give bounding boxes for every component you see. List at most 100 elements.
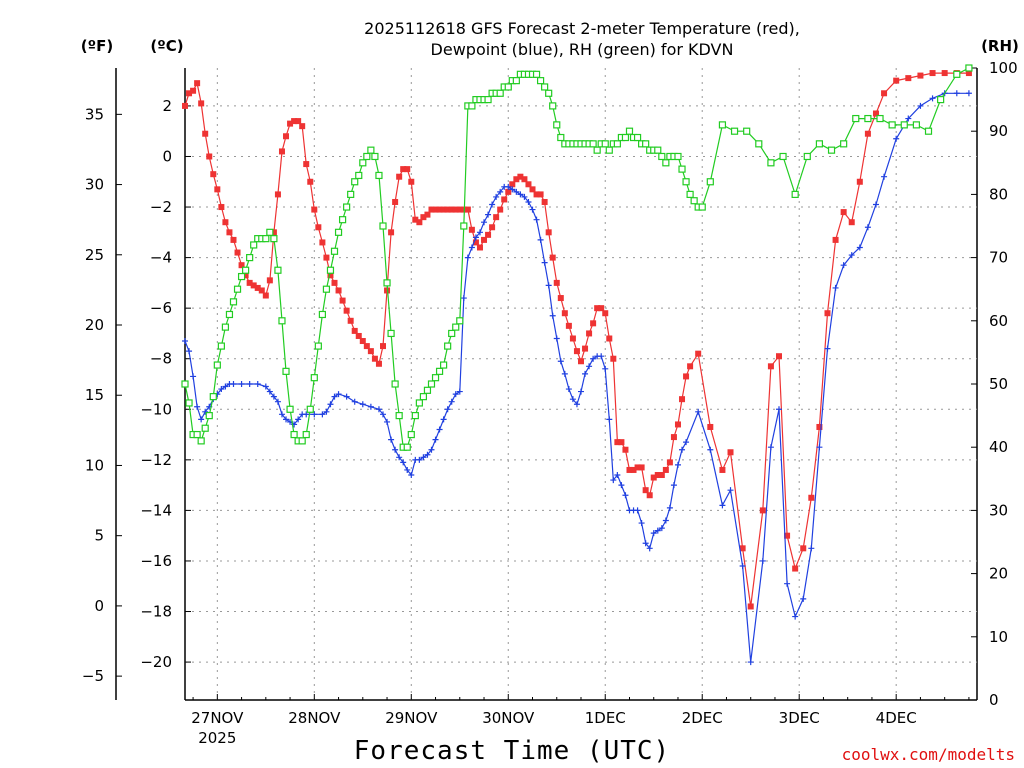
rh-point (718, 121, 727, 129)
2-meter-temperature-point (646, 492, 653, 499)
rh-unit-label: (RH) (981, 37, 1019, 55)
dewpoint-point (646, 545, 653, 552)
2-meter-temperature-point (375, 360, 382, 367)
2-meter-temperature-point (674, 421, 681, 428)
2-meter-temperature-point (335, 287, 342, 294)
2-meter-temperature-point (517, 173, 524, 180)
rh-point (355, 171, 363, 180)
2-meter-temperature-point (311, 206, 318, 213)
rh-point (840, 140, 848, 148)
dewpoint-point (638, 520, 645, 527)
dewpoint-point (436, 426, 443, 433)
dewpoint-point (408, 472, 415, 479)
rh-point (201, 424, 209, 432)
rh-point (512, 77, 520, 85)
dewpoint-point (311, 411, 318, 418)
2-meter-temperature-point (917, 72, 924, 79)
dewpoint-point (218, 386, 225, 393)
rh-point (302, 430, 310, 439)
rh-point (642, 140, 650, 148)
dewpoint-point (194, 403, 201, 410)
dewpoint-point (759, 557, 766, 564)
dewpoint-point (533, 216, 540, 223)
2-meter-temperature-point (408, 178, 415, 185)
rh-point (504, 83, 512, 91)
dewpoint-point (283, 416, 290, 423)
2-meter-temperature-point (254, 284, 261, 291)
dewpoint-point (654, 527, 661, 534)
rh-point (286, 405, 294, 413)
2-meter-temperature-point (198, 100, 205, 107)
dewpoint-point (929, 95, 936, 102)
rh-point (415, 399, 423, 407)
2-meter-temperature-point (808, 494, 815, 501)
dewpoint-point (666, 504, 673, 511)
rh-point (322, 285, 331, 293)
2-meter-temperature-point (355, 332, 362, 339)
rh-point (743, 127, 751, 135)
dewpoint-point (719, 502, 726, 509)
celsius-axis: 2 0 −2 −4 −6 −8 −10 −12 −14 −16 −18 −20 (140, 97, 191, 671)
time-tick-label: 27NOV (191, 709, 244, 727)
rh-point (306, 405, 314, 413)
2-meter-temperature-point (420, 214, 427, 221)
dewpoint-point (384, 418, 391, 425)
rh-point (557, 133, 565, 142)
rh-tick-label: 0 (989, 691, 999, 709)
2-meter-temperature-point (331, 279, 338, 286)
rh-point (658, 152, 666, 161)
2-meter-temperature-point (792, 565, 799, 572)
rh-point (403, 443, 411, 451)
2-meter-temperature-point (182, 102, 188, 109)
rh-point (431, 374, 440, 382)
2-meter-temperature-point (214, 186, 221, 193)
2-meter-temperature-point (521, 176, 528, 183)
dewpoint-point (537, 236, 544, 243)
dewpoint-point (565, 386, 572, 393)
dewpoint-point (497, 188, 504, 195)
celsius-tick-label: −12 (140, 451, 172, 469)
dewpoint-point (476, 229, 483, 236)
dewpoint-point (553, 335, 560, 342)
2-meter-temperature-point (226, 229, 233, 236)
rh-point (407, 430, 415, 439)
2-meter-temperature-point (481, 236, 488, 243)
2-meter-temperature-point (456, 206, 463, 213)
dewpoint-point (319, 411, 326, 418)
2-meter-temperature-point (739, 545, 746, 552)
rh-point (343, 203, 351, 211)
dewpoint-point (590, 355, 597, 362)
rh-point (678, 165, 686, 173)
fahrenheit-tick-label: −5 (82, 667, 104, 685)
2-meter-temperature-point (327, 272, 334, 279)
2-meter-temperature-point (351, 327, 358, 334)
dewpoint-point (351, 398, 358, 405)
celsius-unit-label: (ºC) (150, 37, 183, 55)
dewpoint-point (323, 408, 330, 415)
2-meter-temperature-point (202, 130, 209, 137)
chart-title-line2: Dewpoint (blue), RH (green) for KDVN (431, 40, 734, 59)
rh-point (193, 430, 201, 439)
dewpoint-point (295, 416, 302, 423)
dewpoint-point (707, 446, 714, 453)
dewpoint-point (335, 391, 342, 398)
2-meter-temperature-point (618, 439, 625, 446)
rh-point (246, 254, 254, 262)
2-meter-temperature-point (339, 297, 346, 304)
dewpoint-point (739, 563, 746, 570)
fahrenheit-tick-label: 15 (85, 386, 104, 404)
dewpoint-point (254, 381, 261, 387)
2-meter-temperature-point (784, 532, 791, 539)
celsius-tick-label: −16 (140, 552, 172, 570)
2-meter-temperature-point (594, 305, 601, 312)
2-meter-temperature-point (573, 348, 580, 355)
2-meter-temperature-point (727, 449, 734, 456)
2-meter-temperature-point (872, 110, 879, 117)
rh-point (278, 317, 286, 325)
2-meter-temperature-point (283, 133, 290, 140)
2-meter-temperature-line (184, 72, 969, 607)
dewpoint-point (679, 446, 686, 453)
2-meter-temperature-point (776, 353, 782, 360)
dewpoint-point (848, 252, 855, 259)
